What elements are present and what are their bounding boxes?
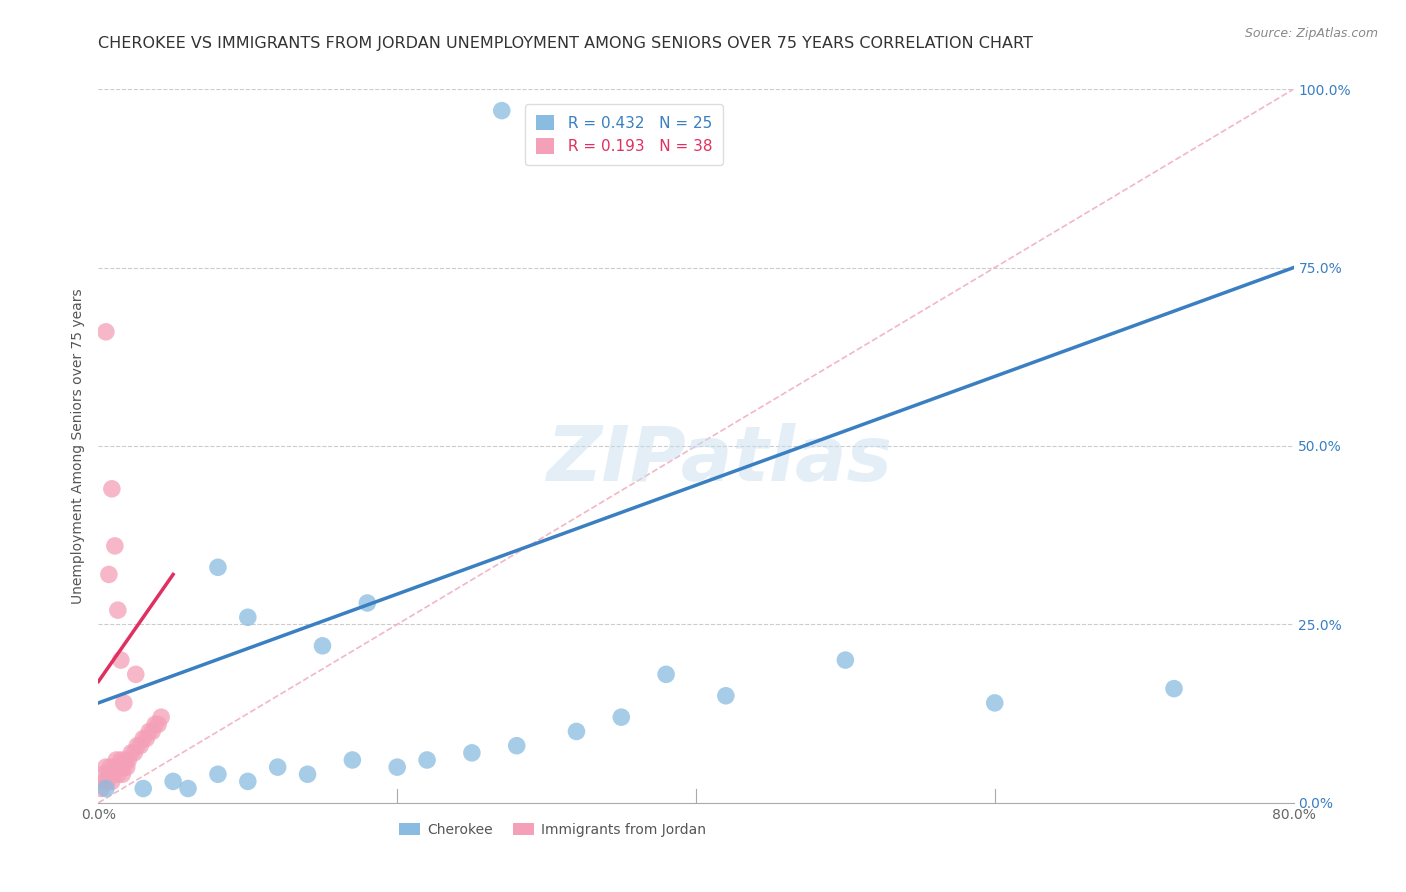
Point: [207, 767, 229, 781]
Text: ZIPatlas: ZIPatlas: [547, 424, 893, 497]
Point: [148, 717, 170, 731]
Point: [93, 774, 115, 789]
Point: [416, 753, 439, 767]
Point: [127, 739, 149, 753]
Point: [114, 753, 136, 767]
Point: [177, 781, 200, 796]
Point: [107, 603, 129, 617]
Point: [110, 653, 132, 667]
Point: [311, 639, 333, 653]
Point: [108, 760, 131, 774]
Point: [91, 767, 114, 781]
Point: [111, 767, 134, 781]
Point: [129, 739, 152, 753]
Point: [107, 767, 129, 781]
Point: [104, 539, 127, 553]
Y-axis label: Unemployment Among Seniors over 75 years: Unemployment Among Seniors over 75 years: [70, 288, 84, 604]
Point: [141, 724, 163, 739]
Point: [115, 760, 138, 774]
Point: [356, 596, 378, 610]
Point: [655, 667, 678, 681]
Point: [112, 696, 135, 710]
Point: [385, 760, 409, 774]
Point: [125, 667, 148, 681]
Point: [150, 710, 173, 724]
Point: [506, 739, 529, 753]
Point: [105, 753, 128, 767]
Point: [236, 610, 259, 624]
Point: [342, 753, 364, 767]
Point: [610, 710, 633, 724]
Point: [124, 746, 146, 760]
Point: [461, 746, 484, 760]
Point: [714, 689, 737, 703]
Legend: Cherokee, Immigrants from Jordan: Cherokee, Immigrants from Jordan: [394, 817, 711, 842]
Point: [103, 767, 125, 781]
Point: [132, 731, 155, 746]
Point: [97, 567, 120, 582]
Point: [1163, 681, 1185, 696]
Point: [120, 746, 142, 760]
Point: [834, 653, 856, 667]
Point: [98, 760, 122, 774]
Point: [143, 717, 166, 731]
Point: [565, 724, 588, 739]
Point: [267, 760, 290, 774]
Text: CHEROKEE VS IMMIGRANTS FROM JORDAN UNEMPLOYMENT AMONG SENIORS OVER 75 YEARS CORR: CHEROKEE VS IMMIGRANTS FROM JORDAN UNEMP…: [98, 36, 1033, 51]
Point: [138, 724, 160, 739]
Point: [96, 774, 118, 789]
Point: [491, 103, 513, 118]
Point: [101, 482, 124, 496]
Point: [135, 731, 157, 746]
Text: Source: ZipAtlas.com: Source: ZipAtlas.com: [1244, 27, 1378, 40]
Point: [984, 696, 1007, 710]
Point: [104, 760, 127, 774]
Point: [101, 774, 124, 789]
Point: [94, 760, 117, 774]
Point: [90, 781, 112, 796]
Point: [132, 781, 155, 796]
Point: [94, 781, 117, 796]
Point: [207, 560, 229, 574]
Point: [162, 774, 184, 789]
Point: [110, 753, 132, 767]
Point: [97, 767, 120, 781]
Point: [236, 774, 259, 789]
Point: [94, 325, 117, 339]
Point: [117, 753, 139, 767]
Point: [297, 767, 319, 781]
Point: [112, 760, 135, 774]
